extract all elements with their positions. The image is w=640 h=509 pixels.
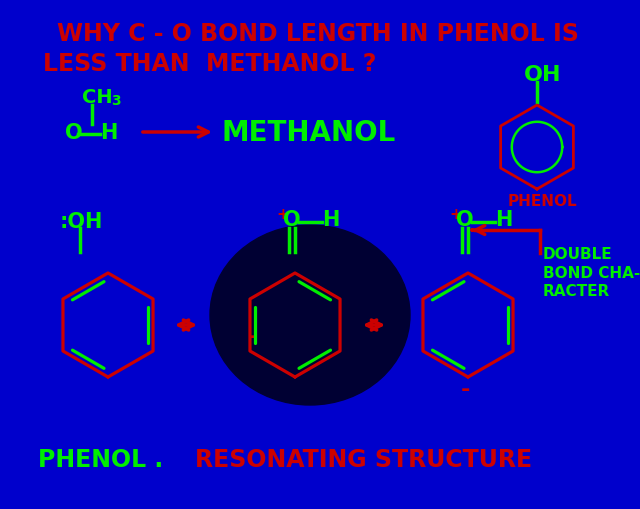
Text: METHANOL: METHANOL <box>222 119 396 147</box>
Text: :OH: :OH <box>60 212 104 232</box>
Ellipse shape <box>210 225 410 405</box>
Text: H: H <box>100 123 117 143</box>
Text: O: O <box>65 123 83 143</box>
Text: PHENOL .: PHENOL . <box>38 448 163 472</box>
Text: 3: 3 <box>111 94 120 108</box>
Text: DOUBLE
BOND CHA-
RACTER: DOUBLE BOND CHA- RACTER <box>543 247 640 299</box>
Text: H: H <box>322 210 339 230</box>
Text: PHENOL: PHENOL <box>508 194 578 209</box>
Text: CH: CH <box>82 88 113 107</box>
Text: -: - <box>461 380 470 400</box>
Text: O: O <box>283 210 301 230</box>
Text: WHY C - O BOND LENGTH IN PHENOL IS: WHY C - O BOND LENGTH IN PHENOL IS <box>57 22 579 46</box>
Text: OH: OH <box>524 65 561 85</box>
Text: LESS THAN  METHANOL ?: LESS THAN METHANOL ? <box>44 52 377 76</box>
Text: H: H <box>495 210 513 230</box>
Text: O: O <box>456 210 474 230</box>
Text: -: - <box>248 327 257 347</box>
Text: RESONATING STRUCTURE: RESONATING STRUCTURE <box>195 448 532 472</box>
Text: +: + <box>449 207 461 222</box>
Text: +: + <box>276 207 289 222</box>
